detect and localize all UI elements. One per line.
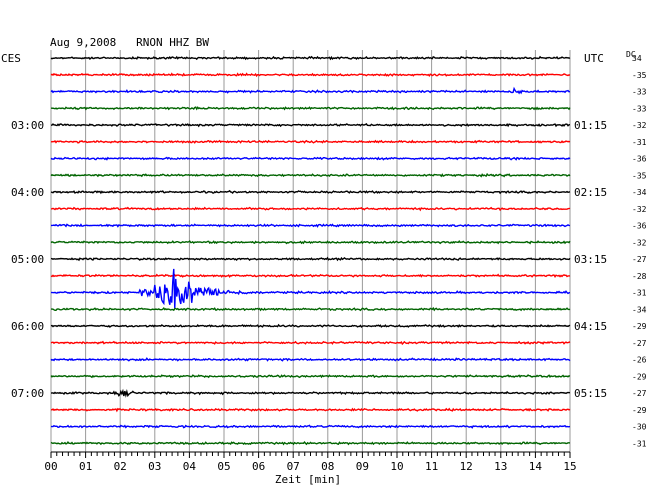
dc-offset-label: -33 <box>632 104 647 113</box>
right-time-label: 05:15 <box>574 387 607 400</box>
dc-offset-label: -29 <box>632 322 647 331</box>
dc-offset-label: -32 <box>632 121 647 130</box>
left-time-label: 03:00 <box>11 119 44 132</box>
dc-offset-label: -35 <box>632 71 647 80</box>
left-time-label: 05:00 <box>11 253 44 266</box>
x-tick-label: 07 <box>287 460 300 473</box>
dc-offset-label: 34 <box>632 54 642 63</box>
trace-11 <box>50 240 571 245</box>
trace-labels: 03:00 04:00 05:00 06:00 07:00 01:15 02:15 03:15… <box>11 54 647 448</box>
dc-offset-label: -34 <box>632 305 647 314</box>
x-tick-label: 03 <box>148 460 161 473</box>
x-tick-label: 13 <box>494 460 507 473</box>
trace-19 <box>50 374 571 379</box>
right-time-label: 02:15 <box>574 186 607 199</box>
x-tick-label: 11 <box>425 460 438 473</box>
trace-1 <box>50 72 571 78</box>
chart-header: Aug 9,2008 RNON HHZ BW <box>50 36 209 49</box>
dc-offset-label: -31 <box>632 289 647 298</box>
dc-offset-label: -36 <box>632 222 647 231</box>
trace-20 <box>50 388 571 398</box>
x-tick-label: 09 <box>356 460 369 473</box>
right-zone-label: UTC <box>584 52 604 65</box>
dc-offset-label: -36 <box>632 155 647 164</box>
trace-8 <box>50 189 571 195</box>
x-axis-label: Zeit [min] <box>275 473 341 486</box>
x-tick-label: 15 <box>563 460 576 473</box>
left-time-label: 04:00 <box>11 186 44 199</box>
trace-14 <box>50 268 571 308</box>
x-tick-label: 05 <box>217 460 230 473</box>
trace-7 <box>50 172 571 178</box>
right-time-label: 04:15 <box>574 320 607 333</box>
x-tick-label: 04 <box>183 460 197 473</box>
dc-offset-label: -32 <box>632 205 647 214</box>
x-tick-label: 10 <box>390 460 403 473</box>
trace-15 <box>51 306 571 312</box>
trace-2 <box>50 86 571 95</box>
trace-12 <box>50 256 571 262</box>
right-time-label: 03:15 <box>574 253 607 266</box>
trace-13 <box>50 273 571 279</box>
dc-offset-label: -30 <box>632 423 647 432</box>
seismic-traces <box>50 55 571 446</box>
dc-offset-label: -29 <box>632 406 647 415</box>
trace-21 <box>50 407 571 413</box>
dc-offset-label: -27 <box>632 389 647 398</box>
dc-offset-label: -31 <box>632 439 647 448</box>
left-time-label: 07:00 <box>11 387 44 400</box>
trace-22 <box>50 424 571 429</box>
trace-17 <box>50 340 571 346</box>
x-tick-label: 01 <box>79 460 92 473</box>
trace-5 <box>50 139 571 144</box>
dc-offset-label: -26 <box>632 356 647 365</box>
grid-lines <box>50 50 571 452</box>
right-time-label: 01:15 <box>574 119 607 132</box>
x-tick-label: 02 <box>114 460 127 473</box>
dc-offset-label: -31 <box>632 138 647 147</box>
x-tick-label: 12 <box>460 460 473 473</box>
dc-offset-label: -35 <box>632 171 647 180</box>
dc-offset-label: -27 <box>632 339 647 348</box>
dc-offset-label: -27 <box>632 255 647 264</box>
trace-18 <box>50 357 571 362</box>
x-tick-label: 14 <box>529 460 543 473</box>
trace-3 <box>50 106 571 111</box>
trace-4 <box>50 123 571 128</box>
x-tick-label: 08 <box>321 460 334 473</box>
dc-offset-label: -28 <box>632 272 647 281</box>
dc-offset-label: -33 <box>632 88 647 97</box>
dc-offset-label: -34 <box>632 188 647 197</box>
trace-9 <box>50 206 571 212</box>
x-axis: 00 01 02 03 04 05 06 07 08 09 10 11 12 13 14 15 <box>44 451 577 473</box>
x-tick-label: 00 <box>44 460 57 473</box>
left-zone-label: CES <box>1 52 21 65</box>
trace-23 <box>50 440 571 446</box>
trace-6 <box>50 156 571 161</box>
dc-offset-label: -32 <box>632 238 647 247</box>
dc-offset-label: -29 <box>632 372 647 381</box>
left-time-label: 06:00 <box>11 320 44 333</box>
trace-0 <box>50 55 571 61</box>
trace-16 <box>50 323 571 328</box>
x-tick-label: 06 <box>252 460 265 473</box>
dc-label: DC <box>626 50 636 59</box>
trace-10 <box>50 223 571 228</box>
